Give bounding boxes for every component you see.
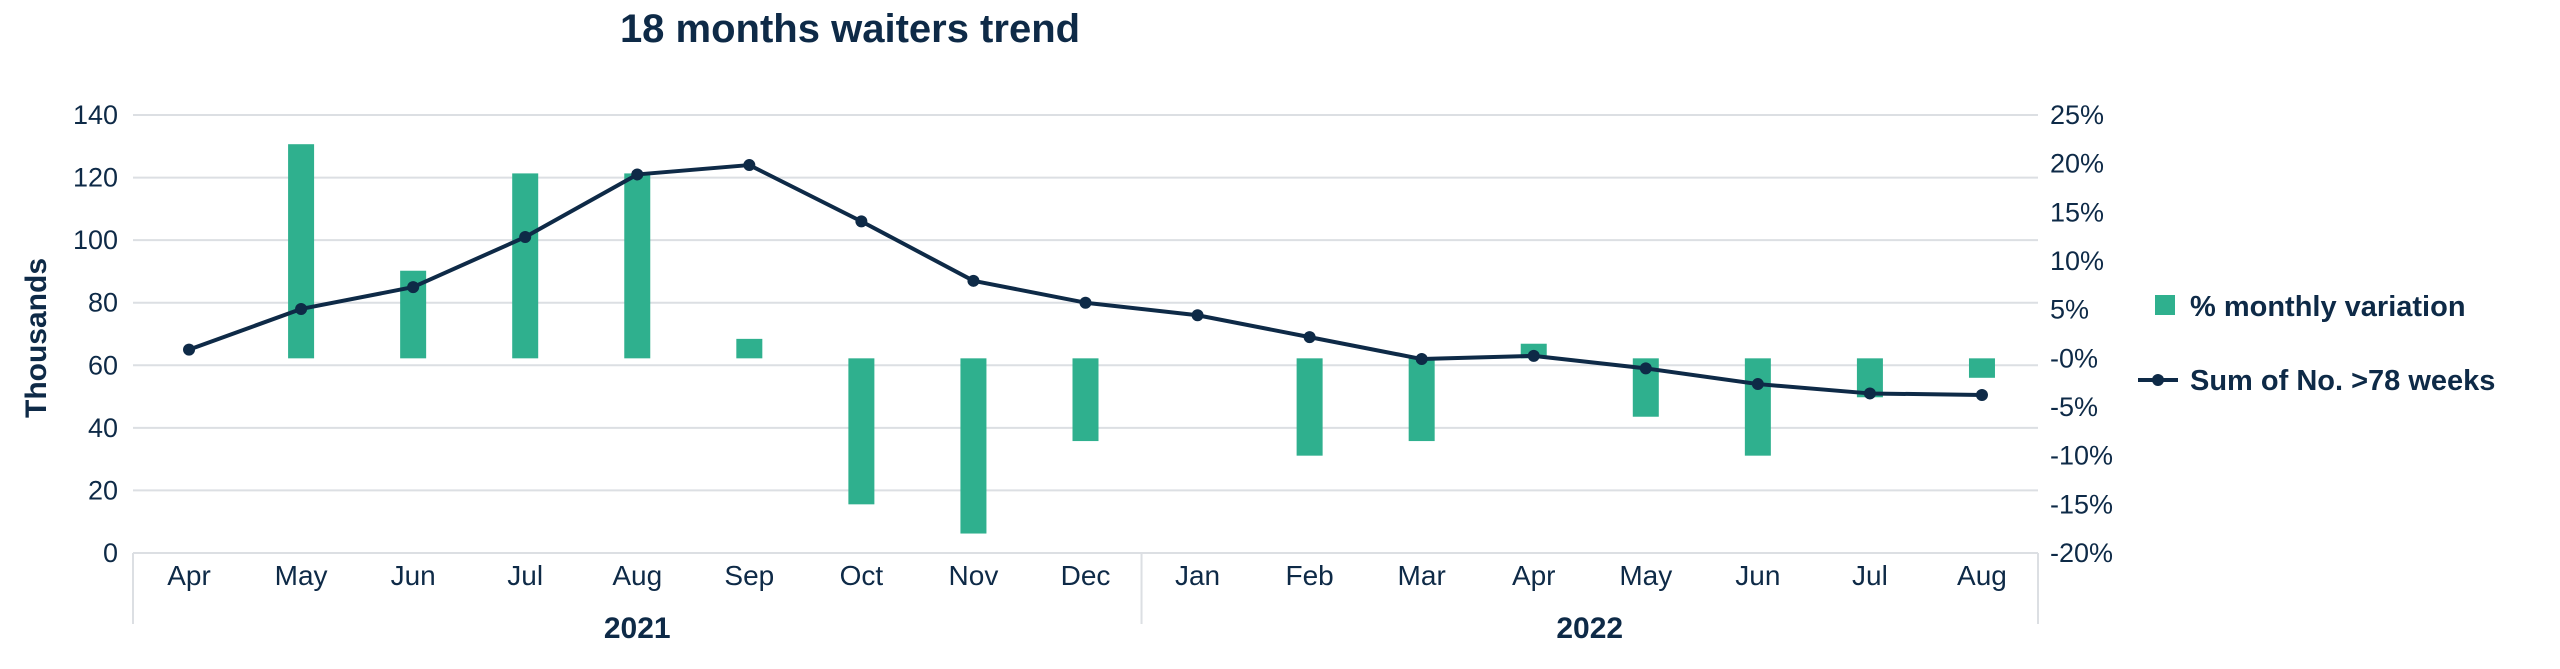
legend: % monthly variation Sum of No. >78 weeks bbox=[2138, 291, 2495, 397]
right-tick-label: -20% bbox=[2050, 538, 2113, 568]
right-tick-label: 5% bbox=[2050, 295, 2089, 325]
left-tick-label: 100 bbox=[73, 225, 118, 255]
x-tick-label: Jul bbox=[1852, 560, 1888, 591]
left-axis: 0 20 40 60 80 100 120 140 bbox=[73, 100, 118, 568]
bar bbox=[1408, 358, 1435, 442]
left-tick-label: 140 bbox=[73, 100, 118, 130]
line-point bbox=[1527, 349, 1540, 362]
left-tick-label: 60 bbox=[88, 350, 118, 380]
left-axis-label: Thousands bbox=[20, 258, 53, 418]
left-tick-label: 120 bbox=[73, 163, 118, 193]
x-tick-label: Dec bbox=[1061, 560, 1111, 591]
line-point bbox=[1863, 387, 1876, 400]
x-tick-label: Mar bbox=[1398, 560, 1446, 591]
line-point bbox=[519, 231, 532, 244]
right-tick-label: -0% bbox=[2050, 343, 2098, 373]
bar bbox=[624, 173, 651, 359]
x-tick-label: Jan bbox=[1175, 560, 1220, 591]
line-point bbox=[295, 302, 308, 315]
legend-bar-label: % monthly variation bbox=[2190, 291, 2466, 323]
x-tick-label: May bbox=[1619, 560, 1672, 591]
line-point bbox=[183, 343, 196, 356]
legend-line-label: Sum of No. >78 weeks bbox=[2190, 365, 2495, 397]
x-tick-label: Apr bbox=[1512, 560, 1556, 591]
right-tick-label: 20% bbox=[2050, 149, 2104, 179]
line-point bbox=[1639, 362, 1652, 375]
legend-bar-swatch bbox=[2155, 295, 2175, 315]
right-tick-label: 25% bbox=[2050, 100, 2104, 130]
line-point bbox=[1303, 331, 1316, 344]
bar bbox=[1072, 358, 1099, 442]
x-axis: Apr May Jun Jul Aug Sep Oct Nov Dec Jan Feb Mar Apr M… bbox=[132, 553, 2039, 645]
x-tick-label: Jul bbox=[507, 560, 543, 591]
x-tick-label: Jun bbox=[1735, 560, 1780, 591]
bar bbox=[512, 173, 539, 359]
x-tick-label: Sep bbox=[724, 560, 774, 591]
x-tick-label: Aug bbox=[1957, 560, 2007, 591]
right-tick-label: -15% bbox=[2050, 489, 2113, 519]
x-tick-label: Nov bbox=[949, 560, 999, 591]
line-point bbox=[855, 215, 868, 228]
bar bbox=[960, 358, 987, 534]
bar bbox=[1968, 358, 1995, 378]
line-series bbox=[183, 159, 1988, 402]
right-tick-label: -5% bbox=[2050, 392, 2098, 422]
x-tick-label: Apr bbox=[167, 560, 211, 591]
chart-title: 18 months waiters trend bbox=[620, 7, 1080, 51]
x-tick-label: May bbox=[275, 560, 328, 591]
x-tick-label: Jun bbox=[391, 560, 436, 591]
bar bbox=[1296, 358, 1323, 456]
line-point bbox=[1975, 389, 1988, 402]
right-tick-label: 10% bbox=[2050, 246, 2104, 276]
line-point bbox=[1191, 309, 1204, 322]
year-label: 2021 bbox=[604, 612, 671, 645]
right-tick-label: 15% bbox=[2050, 197, 2104, 227]
left-tick-label: 0 bbox=[103, 538, 118, 568]
x-tick-label: Aug bbox=[612, 560, 662, 591]
year-label: 2022 bbox=[1556, 612, 1623, 645]
right-tick-label: -10% bbox=[2050, 441, 2113, 471]
line-point bbox=[743, 159, 756, 172]
bar bbox=[848, 358, 875, 505]
line-point bbox=[1751, 378, 1764, 391]
left-tick-label: 20 bbox=[88, 475, 118, 505]
bar bbox=[1744, 358, 1771, 456]
line-point bbox=[1415, 353, 1428, 366]
left-tick-label: 80 bbox=[88, 288, 118, 318]
bar-series bbox=[288, 144, 1995, 534]
left-tick-label: 40 bbox=[88, 413, 118, 443]
bar bbox=[288, 144, 315, 359]
legend-line-marker bbox=[2152, 374, 2164, 386]
right-axis: -20% -15% -10% -5% -0% 5% 10% 15% 20% 25% bbox=[2050, 100, 2113, 568]
line-point bbox=[967, 274, 980, 287]
line-point bbox=[407, 281, 420, 294]
line-point bbox=[1079, 296, 1092, 309]
x-tick-label: Feb bbox=[1285, 560, 1333, 591]
line-point bbox=[631, 168, 644, 181]
bar bbox=[736, 338, 763, 359]
x-tick-label: Oct bbox=[840, 560, 884, 591]
